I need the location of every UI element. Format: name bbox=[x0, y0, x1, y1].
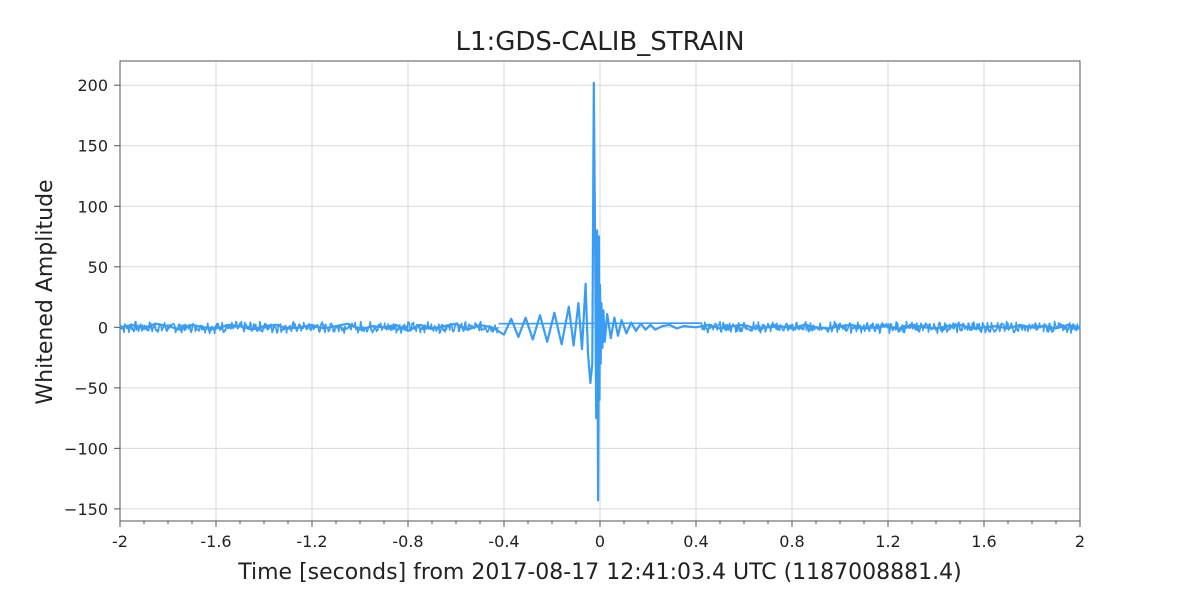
y-tick-label: 100 bbox=[77, 197, 108, 216]
y-tick-label: −50 bbox=[74, 379, 108, 398]
x-tick-label: 0.4 bbox=[683, 532, 708, 551]
x-axis-label: Time [seconds] from 2017-08-17 12:41:03.… bbox=[237, 560, 961, 585]
axis-ticks: -2 -1.6 -1.2 -0.8 -0.4 0 0.4 0.8 1.2 1.6 2 −150 −100… bbox=[64, 76, 1085, 551]
x-tick-label: 1.6 bbox=[971, 532, 996, 551]
x-tick-label: -0.4 bbox=[488, 532, 519, 551]
y-tick-label: −100 bbox=[64, 439, 108, 458]
y-axis-label: Whitened Amplitude bbox=[33, 179, 58, 404]
y-tick-label: 50 bbox=[88, 258, 108, 277]
x-tick-label: 0.8 bbox=[779, 532, 804, 551]
series-line bbox=[119, 81, 1081, 502]
x-tick-label: 1.2 bbox=[875, 532, 900, 551]
y-tick-label: 200 bbox=[77, 76, 108, 95]
series-group bbox=[119, 81, 1081, 502]
x-tick-label: 2 bbox=[1075, 532, 1085, 551]
x-tick-label: -2 bbox=[112, 532, 128, 551]
y-tick-label: −150 bbox=[64, 500, 108, 519]
chart-title: L1:GDS-CALIB_STRAIN bbox=[455, 27, 744, 57]
y-tick-label: 0 bbox=[98, 318, 108, 337]
x-tick-label: -1.6 bbox=[200, 532, 231, 551]
x-tick-label: 0 bbox=[595, 532, 605, 551]
x-tick-label: -0.8 bbox=[392, 532, 423, 551]
y-tick-label: 150 bbox=[77, 137, 108, 156]
x-tick-label: -1.2 bbox=[296, 532, 327, 551]
